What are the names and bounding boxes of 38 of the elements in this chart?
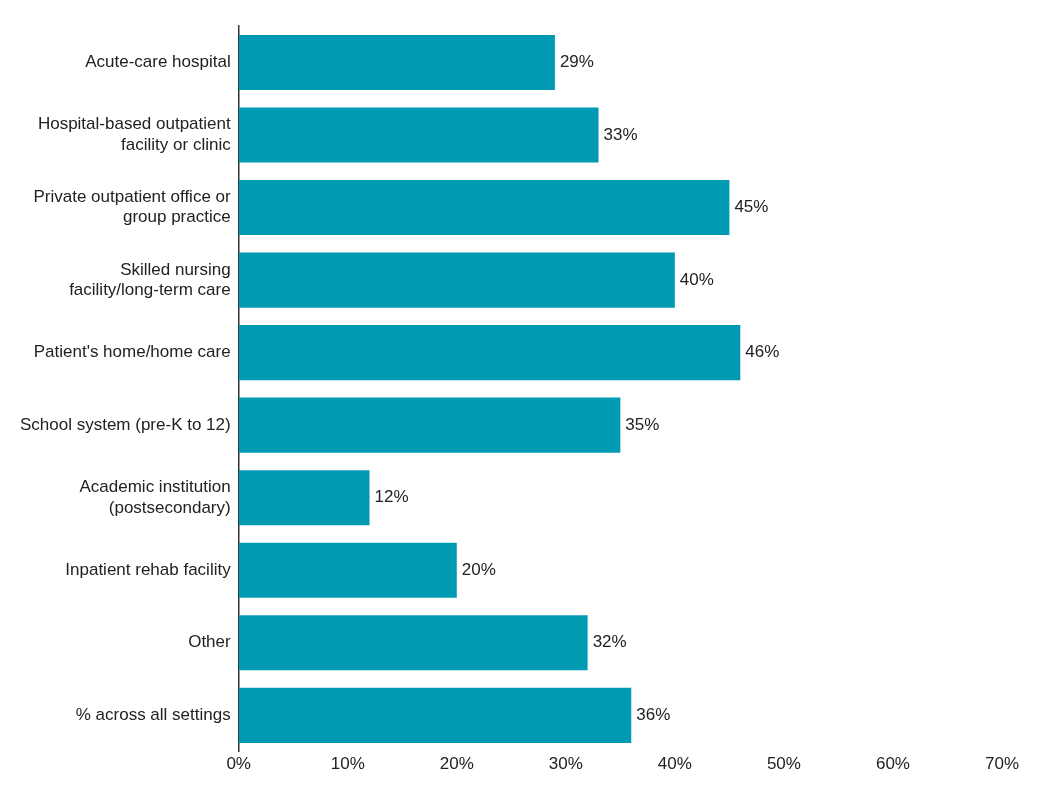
data-label: 40%	[679, 269, 714, 289]
bar	[238, 107, 599, 163]
bar	[238, 470, 370, 526]
bar	[238, 252, 675, 308]
data-label: 46%	[745, 342, 780, 362]
data-label: 32%	[592, 632, 627, 652]
x-tick-label: 50%	[766, 754, 801, 774]
bar	[238, 397, 621, 453]
data-label: 33%	[603, 124, 638, 144]
x-tick-label: 60%	[875, 754, 910, 774]
data-label: 29%	[559, 52, 594, 72]
y-tick-label: School system (pre-K to 12)	[19, 414, 231, 434]
bar	[238, 687, 632, 743]
y-tick-label: Inpatient rehab facility	[65, 559, 232, 579]
data-label: 20%	[461, 559, 496, 579]
data-label: 36%	[636, 705, 671, 725]
y-tick-label: Private outpatient office or group practice	[33, 187, 232, 227]
y-tick-label: Academic institution (postsecondary)	[79, 477, 231, 517]
y-tick-label: Patient's home/home care	[33, 342, 231, 362]
x-tick-label: 10%	[330, 754, 365, 774]
y-tick-label: Skilled nursing facility/long-term care	[69, 259, 231, 299]
x-tick-label: 20%	[439, 754, 474, 774]
y-tick-label: Hospital-based outpatient facility or clinic	[37, 114, 232, 154]
x-tick-label: 0%	[226, 754, 251, 774]
bar	[238, 179, 730, 236]
data-label: 35%	[625, 414, 660, 434]
x-tick-label: 30%	[548, 754, 583, 774]
x-tick-label: 70%	[984, 754, 1020, 774]
x-tick-label: 40%	[657, 754, 692, 774]
data-label: 12%	[374, 487, 409, 507]
bar	[238, 615, 588, 671]
y-tick-label: Other	[188, 632, 232, 652]
y-tick-label: % across all settings	[75, 705, 231, 725]
bar	[238, 542, 457, 598]
data-label: 45%	[734, 197, 769, 217]
bar	[238, 34, 555, 91]
y-tick-label: Acute-care hospital	[85, 52, 231, 72]
bar	[238, 325, 741, 381]
